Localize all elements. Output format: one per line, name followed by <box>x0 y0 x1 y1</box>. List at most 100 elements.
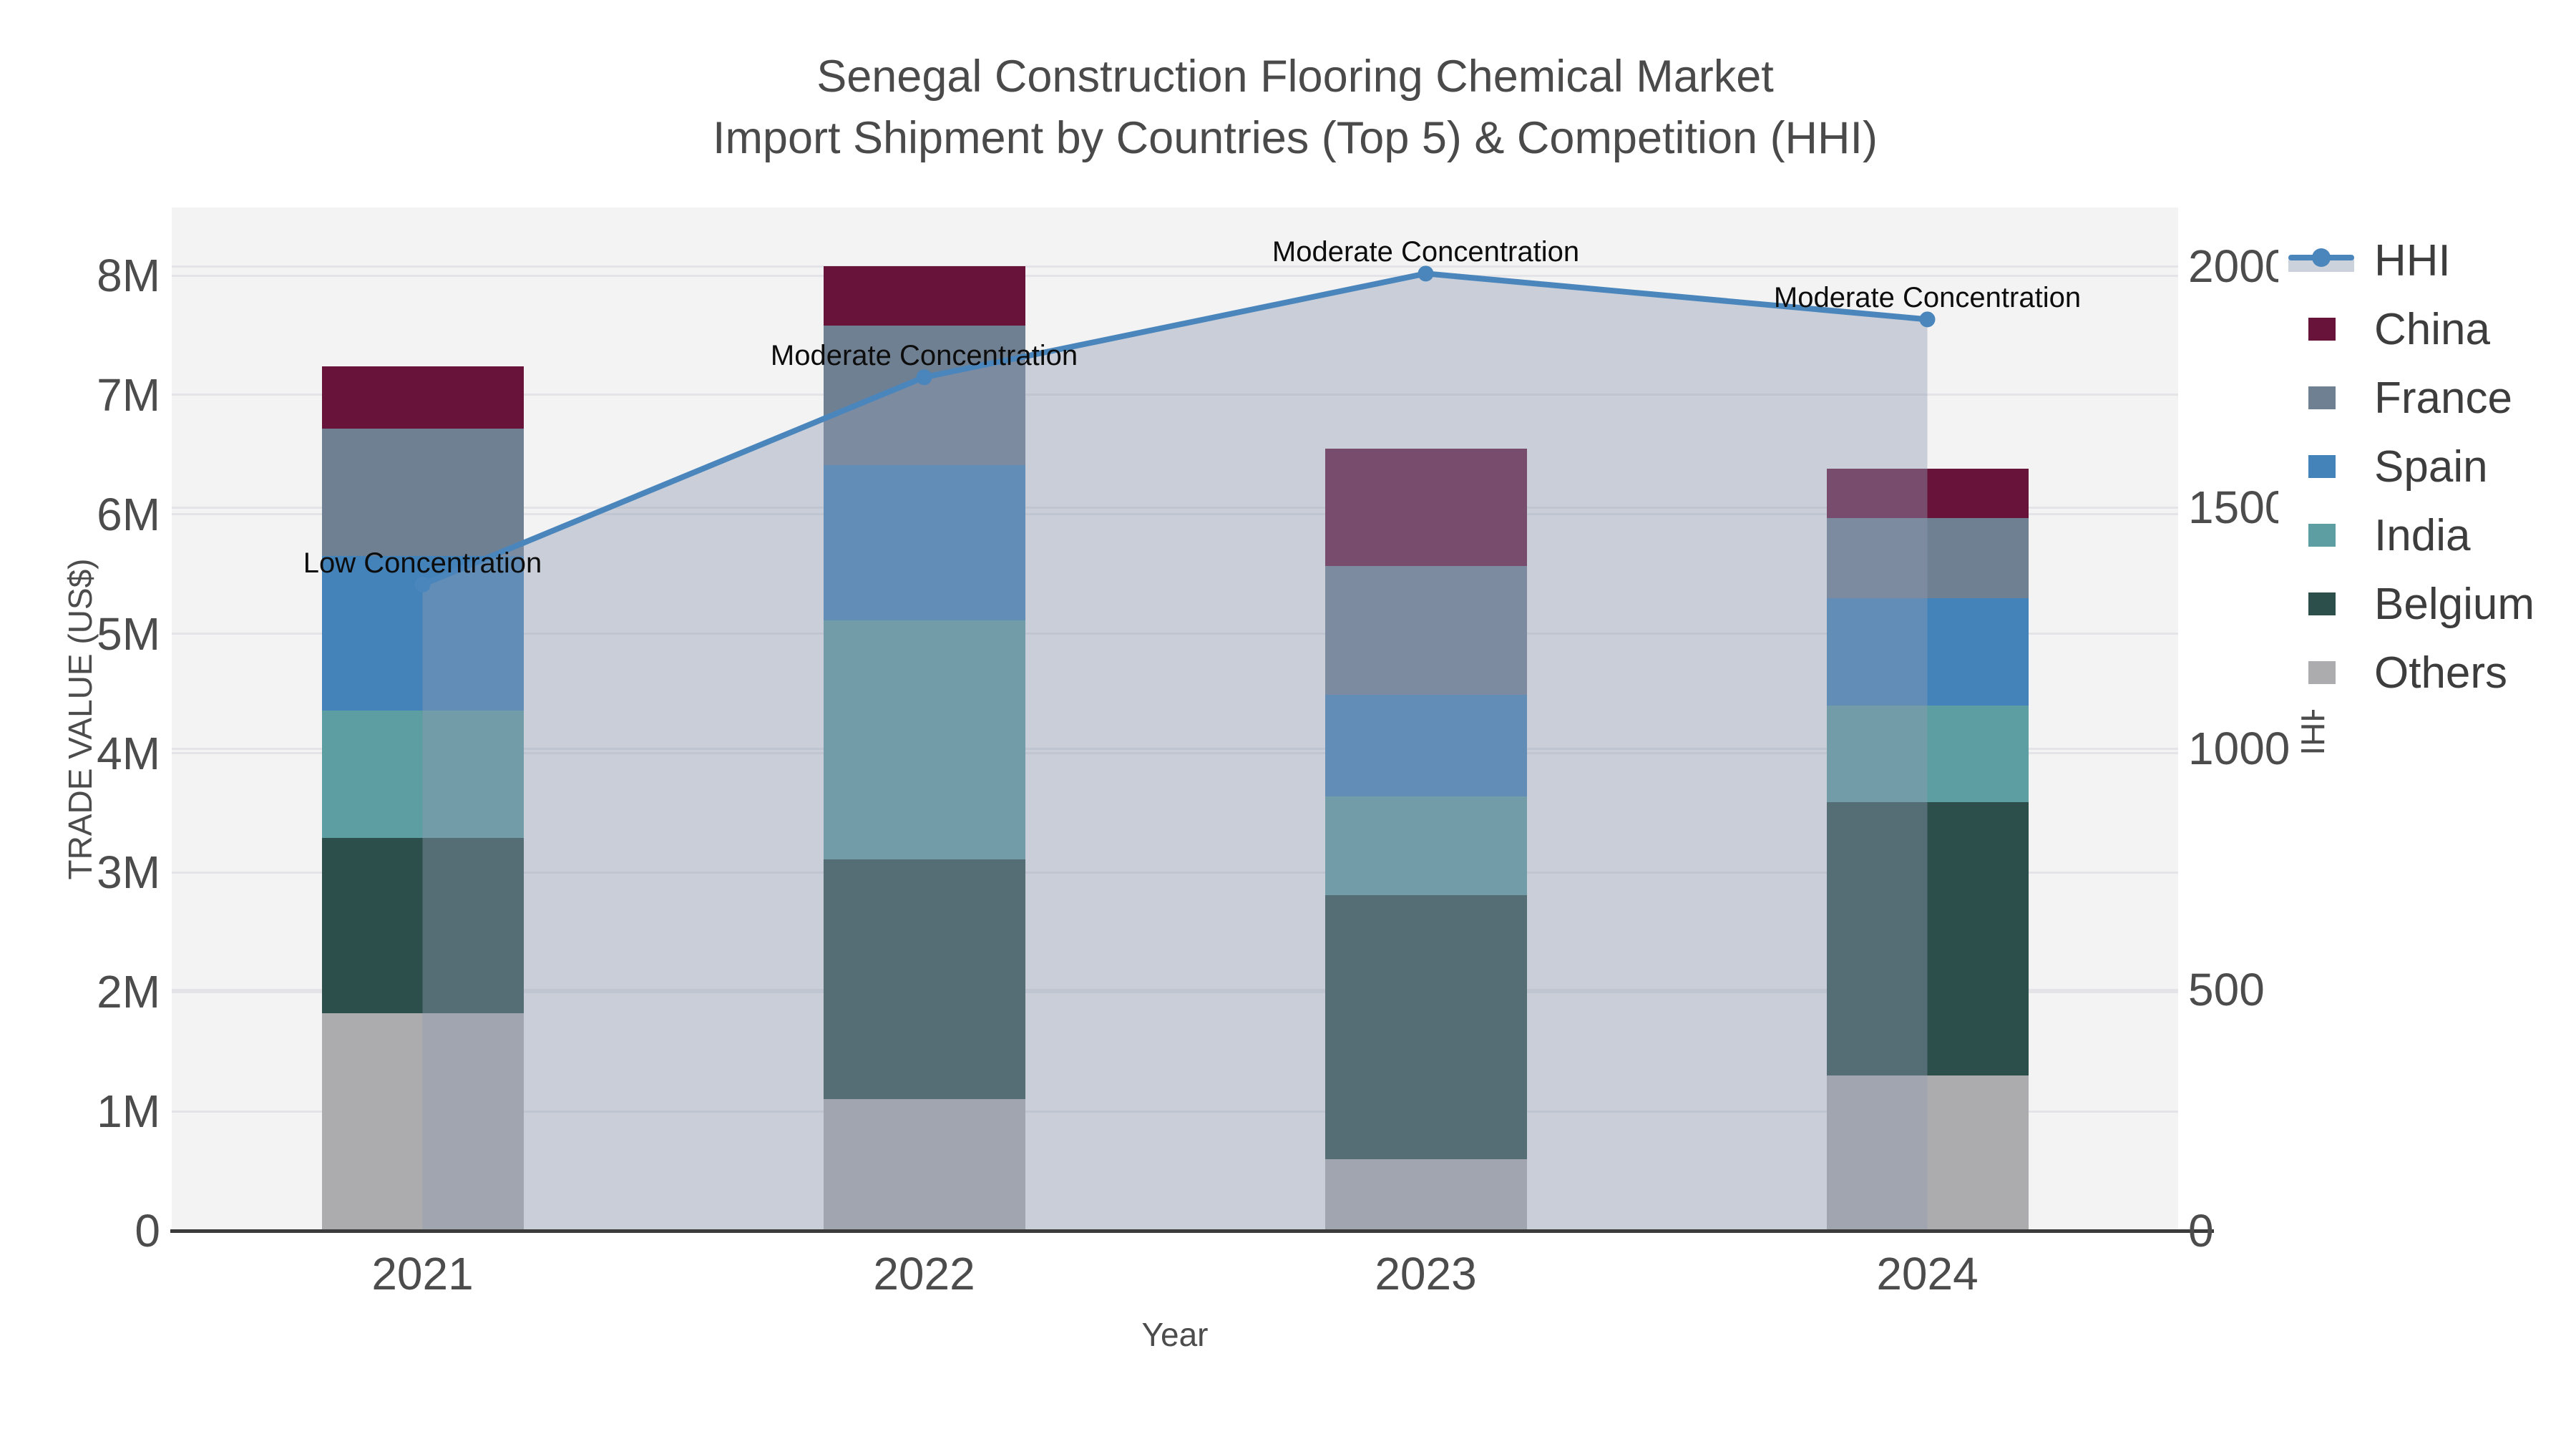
plot-area: Low Concentration Moderate Concentration M… <box>172 208 2178 1231</box>
y-tick-left-2M: 2M <box>97 966 160 1018</box>
bar-segment-india-2023 <box>1324 796 1527 896</box>
bar-segment-china-2023 <box>1324 449 1527 566</box>
y-tick-right-500: 500 <box>2188 964 2265 1016</box>
legend-item-others[interactable]: Others <box>2278 638 2534 707</box>
chart-title-block: Senegal Construction Flooring Chemical M… <box>0 46 2576 169</box>
legend-symbol <box>2278 432 2357 501</box>
hhi-marker-icon <box>2312 248 2331 267</box>
y-tick-left-8M: 8M <box>97 250 160 302</box>
bar-segment-others-2021 <box>321 1013 524 1231</box>
legend-symbol <box>2278 364 2357 432</box>
bar-segment-belgium-2022 <box>823 859 1025 1100</box>
gridline <box>172 747 2178 750</box>
legend-swatch <box>2308 592 2336 615</box>
legend-swatch <box>2308 524 2336 547</box>
legend-item-spain[interactable]: Spain <box>2278 432 2534 501</box>
legend-label: HHI <box>2374 235 2451 286</box>
x-axis-title: Year <box>1141 1316 1209 1353</box>
y-tick-left-5M: 5M <box>97 608 160 660</box>
x-tick-2024: 2024 <box>1876 1248 1979 1299</box>
legend-swatch <box>2308 455 2336 478</box>
legend-item-france[interactable]: France <box>2278 364 2534 432</box>
hhi-marker <box>1418 265 1434 282</box>
hhi-line <box>421 270 1928 587</box>
legend-swatch <box>2308 318 2336 341</box>
y-tick-left-6M: 6M <box>97 488 160 540</box>
legend-symbol <box>2278 638 2357 707</box>
hhi-marker <box>414 576 431 592</box>
y-tick-right-1000: 1000 <box>2188 723 2290 775</box>
bar-segment-spain-2024 <box>1826 597 2029 706</box>
x-axis-line <box>170 1229 2214 1233</box>
y-tick-left-3M: 3M <box>97 847 160 899</box>
bar-segment-others-2022 <box>823 1099 1025 1231</box>
annotation-2021: Low Concentration <box>303 547 542 579</box>
gridline <box>172 988 2178 991</box>
bar-segment-spain-2023 <box>1324 694 1527 796</box>
gridline <box>172 1110 2178 1113</box>
bar-segment-china-2022 <box>823 265 1025 326</box>
bar-segment-france-2023 <box>1324 565 1527 695</box>
gridline <box>172 990 2178 993</box>
x-tick-2021: 2021 <box>371 1248 474 1299</box>
legend-item-belgium[interactable]: Belgium <box>2278 570 2534 638</box>
legend-item-china[interactable]: China <box>2278 295 2534 364</box>
legend-symbol <box>2278 501 2357 570</box>
bar-segment-india-2024 <box>1826 705 2029 802</box>
legend-label: Belgium <box>2374 579 2534 629</box>
bar-segment-india-2022 <box>823 620 1025 860</box>
legend-swatch <box>2308 386 2336 409</box>
legend-symbol <box>2278 226 2357 295</box>
bar-segment-france-2022 <box>823 326 1025 466</box>
legend: HHI China France Spain India Belgium Others <box>2278 223 2540 710</box>
hhi-marker <box>1919 311 1936 328</box>
chart-subtitle: Import Shipment by Countries (Top 5) & C… <box>712 113 1878 163</box>
bar-segment-others-2023 <box>1324 1158 1527 1231</box>
gridline <box>172 752 2178 755</box>
bar-segment-others-2024 <box>1826 1075 2029 1231</box>
gridline <box>172 506 2178 509</box>
legend-item-india[interactable]: India <box>2278 501 2534 570</box>
legend-label: Others <box>2374 648 2508 698</box>
gridline <box>172 265 2178 268</box>
legend-label: China <box>2374 304 2490 354</box>
gridline <box>172 394 2178 396</box>
y-tick-left-4M: 4M <box>97 727 160 779</box>
x-tick-2022: 2022 <box>873 1248 975 1299</box>
x-tick-2023: 2023 <box>1375 1248 1477 1299</box>
gridline <box>172 274 2178 277</box>
annotation-2023: Moderate Concentration <box>1272 236 1580 268</box>
bar-segment-china-2024 <box>1826 469 2029 518</box>
y-tick-left-1M: 1M <box>97 1085 160 1138</box>
gridline <box>172 871 2178 874</box>
bar-segment-belgium-2024 <box>1826 801 2029 1076</box>
annotation-2022: Moderate Concentration <box>770 340 1078 372</box>
legend-label: France <box>2374 373 2512 423</box>
y-tick-right-0: 0 <box>2188 1205 2214 1257</box>
hhi-overlay <box>414 265 1936 1231</box>
bar-segment-belgium-2021 <box>321 838 524 1014</box>
chart-title: Senegal Construction Flooring Chemical M… <box>816 52 1774 102</box>
legend-label: Spain <box>2374 441 2488 492</box>
bar-segment-spain-2022 <box>823 465 1025 621</box>
y-tick-right-1500: 1500 <box>2188 482 2290 534</box>
gridline <box>172 513 2178 516</box>
bar-segment-france-2024 <box>1826 517 2029 598</box>
y-tick-right-2000: 2000 <box>2188 240 2290 293</box>
hhi-marker <box>916 369 932 386</box>
legend-item-hhi[interactable]: HHI <box>2278 226 2534 295</box>
legend-label: India <box>2374 510 2471 560</box>
y-tick-left-7M: 7M <box>97 369 160 421</box>
bar-segment-china-2021 <box>321 366 524 429</box>
bar-segment-france-2021 <box>321 428 524 557</box>
legend-symbol <box>2278 295 2357 364</box>
y-tick-left-0: 0 <box>135 1205 160 1257</box>
legend-swatch <box>2308 661 2336 684</box>
hhi-area <box>422 273 1928 1231</box>
annotation-2024: Moderate Concentration <box>1773 282 2082 314</box>
legend-symbol <box>2278 570 2357 638</box>
bar-segment-belgium-2023 <box>1324 895 1527 1159</box>
gridline <box>172 633 2178 635</box>
bar-segment-india-2021 <box>321 710 524 839</box>
